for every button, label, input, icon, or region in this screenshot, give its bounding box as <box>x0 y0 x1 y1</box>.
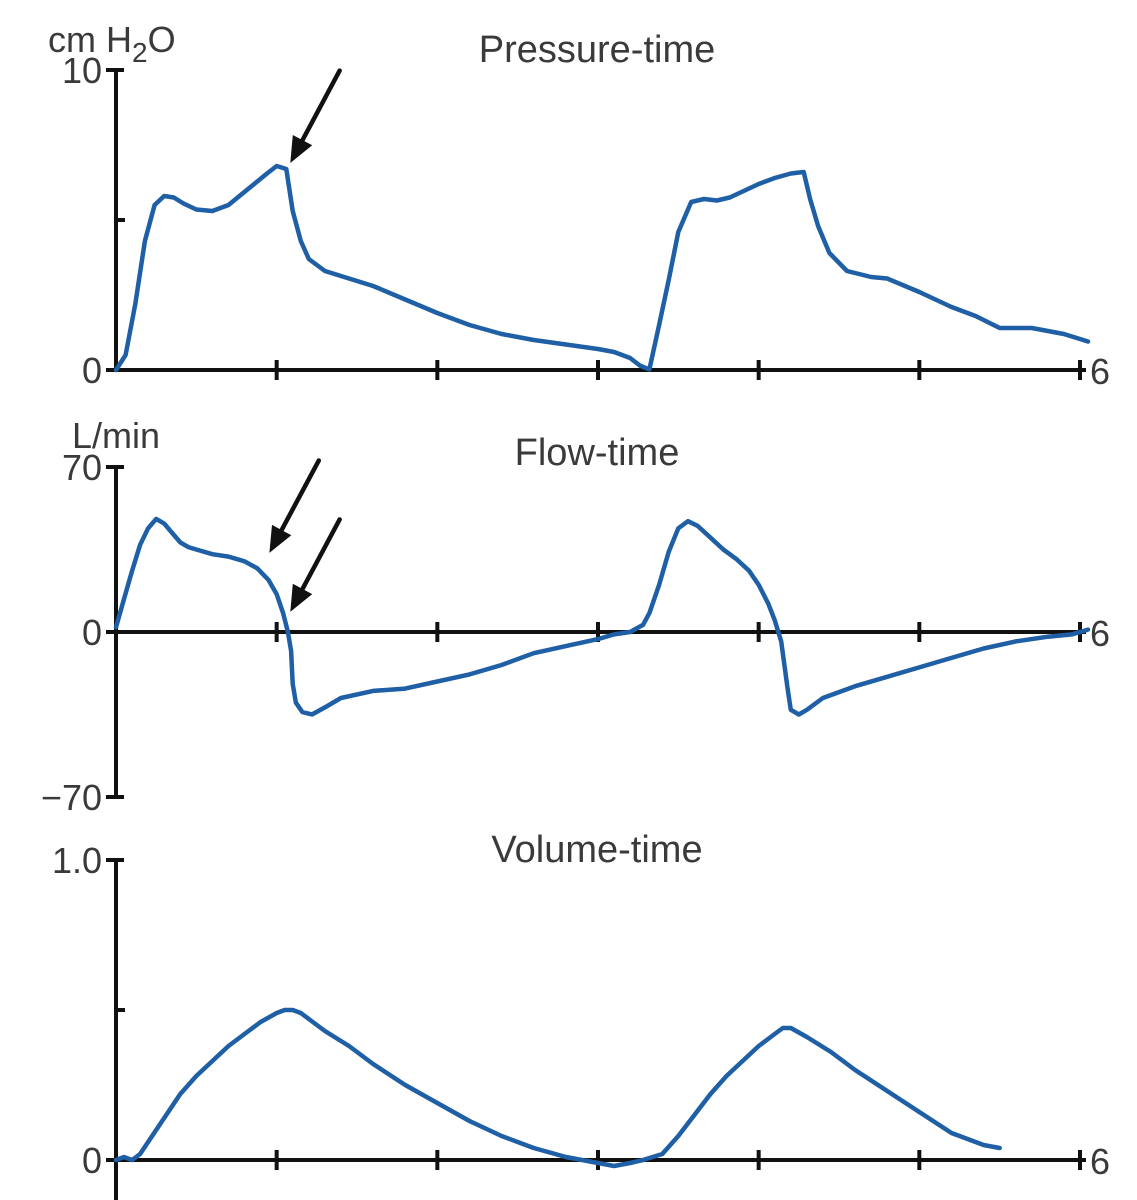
volume-time-title: Volume-time <box>491 829 702 871</box>
flow-time-title: Flow-time <box>515 432 680 474</box>
pressure-waveform-line <box>113 163 1091 373</box>
pressure-time-panel: Pressure-time cm H2O 10 0 6 <box>48 19 1110 392</box>
pressure-y-tick-label: 0 <box>82 350 102 391</box>
arrow-shaft <box>300 517 342 592</box>
pressure-x-end-label: 6 <box>1090 351 1110 392</box>
arrow-head <box>290 583 313 612</box>
volume-y-tick-label: 1.0 <box>52 840 102 881</box>
pressure-y-tick-label: 10 <box>62 50 102 91</box>
flow-time-panel: Flow-time L/min 70 0 −70 6 <box>41 415 1110 818</box>
pressure-time-title: Pressure-time <box>479 29 716 71</box>
arrow-head <box>269 524 292 553</box>
arrow-shaft <box>279 458 322 533</box>
flow-x-end-label: 6 <box>1090 613 1110 654</box>
volume-time-panel: Volume-time 1.0 0 6 <box>52 829 1110 1200</box>
volume-x-end-label: 6 <box>1090 1141 1110 1182</box>
pressure-annotation-arrow <box>290 68 342 163</box>
arrow-head <box>290 135 313 163</box>
volume-y-tick-label: 0 <box>82 1140 102 1181</box>
flow-y-tick-label: 70 <box>62 447 102 488</box>
flow-waveform-line <box>113 516 1091 717</box>
flow-unit-label: L/min <box>72 415 160 456</box>
flow-y-tick-label: −70 <box>41 777 102 818</box>
volume-waveform-line <box>113 1007 1002 1169</box>
flow-annotation-arrow <box>269 458 322 553</box>
flow-y-tick-label: 0 <box>82 612 102 653</box>
pressure-unit-label: cm H2O <box>48 19 176 68</box>
arrow-shaft <box>300 68 342 143</box>
flow-annotation-arrow <box>290 517 342 612</box>
